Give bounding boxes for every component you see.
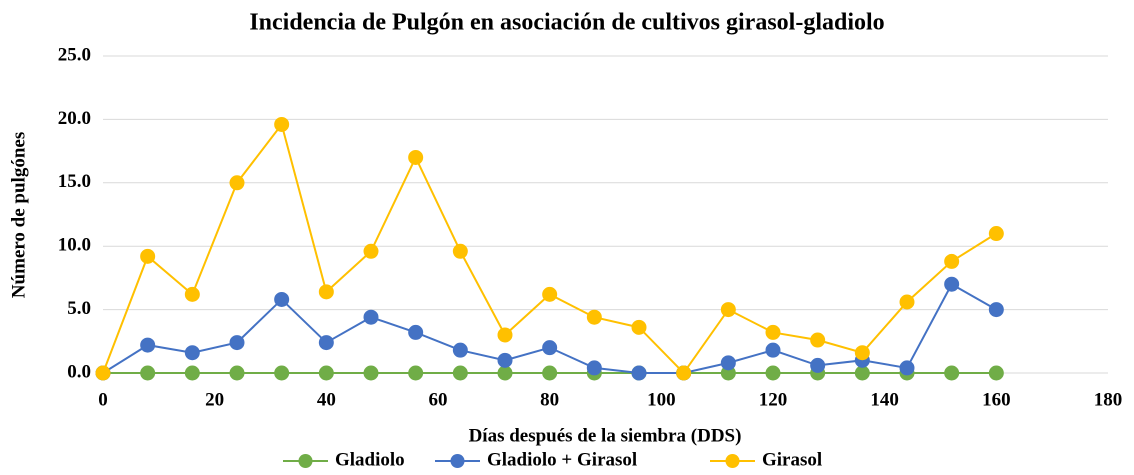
data-point [184, 365, 200, 381]
data-point [95, 365, 111, 381]
legend-label: Gladiolo + Girasol [487, 449, 637, 470]
data-point [497, 352, 513, 368]
data-point [631, 319, 647, 335]
data-point [229, 175, 245, 191]
data-point [899, 294, 915, 310]
data-point [363, 365, 379, 381]
y-tick-label: 0.0 [67, 361, 91, 382]
data-point [944, 253, 960, 269]
data-point [944, 365, 960, 381]
y-tick-label: 25.0 [58, 44, 91, 65]
chart-title: Incidencia de Pulgón en asociación de cu… [249, 10, 884, 36]
x-tick-label: 180 [1094, 389, 1123, 410]
x-tick-label: 100 [647, 389, 676, 410]
data-point [184, 345, 200, 361]
data-point [720, 302, 736, 318]
legend-marker [450, 454, 465, 468]
data-point [274, 116, 290, 132]
data-point [274, 365, 290, 381]
data-point [140, 365, 156, 381]
data-point [542, 286, 558, 302]
x-tick-label: 40 [317, 389, 336, 410]
y-tick-label: 10.0 [58, 235, 91, 256]
data-point [318, 284, 334, 300]
data-point [408, 324, 424, 340]
data-point [229, 335, 245, 351]
data-point [363, 309, 379, 325]
data-point [140, 248, 156, 264]
x-tick-label: 80 [540, 389, 559, 410]
x-tick-label: 160 [982, 389, 1011, 410]
data-point [318, 335, 334, 351]
x-tick-label: 140 [870, 389, 899, 410]
data-point [810, 332, 826, 348]
data-point [586, 309, 602, 325]
data-point [452, 243, 468, 259]
data-point [452, 342, 468, 358]
data-point [720, 355, 736, 371]
legend-label: Gladiolo [335, 449, 405, 470]
data-point [497, 327, 513, 343]
y-tick-label: 5.0 [67, 298, 91, 319]
data-point [765, 365, 781, 381]
y-tick-label: 20.0 [58, 108, 91, 129]
data-point [542, 340, 558, 356]
x-tick-label: 20 [205, 389, 224, 410]
data-point [452, 365, 468, 381]
data-point [497, 365, 513, 381]
data-point [184, 286, 200, 302]
data-point [988, 302, 1004, 318]
legend-marker [298, 454, 313, 468]
legend-marker [725, 454, 740, 468]
data-point [363, 243, 379, 259]
x-tick-label: 120 [759, 389, 788, 410]
y-axis-title: Número de pulgónes [8, 132, 29, 298]
x-tick-label: 0 [98, 389, 108, 410]
data-point [586, 360, 602, 376]
data-point [854, 345, 870, 361]
data-point [854, 365, 870, 381]
data-point [810, 357, 826, 373]
data-point [140, 337, 156, 353]
data-point [765, 324, 781, 340]
data-point [229, 365, 245, 381]
data-point [542, 365, 558, 381]
y-tick-label: 15.0 [58, 171, 91, 192]
data-point [274, 291, 290, 307]
data-point [631, 365, 647, 381]
data-point [765, 342, 781, 358]
data-point [988, 365, 1004, 381]
data-point [408, 149, 424, 165]
data-point [676, 365, 692, 381]
x-tick-label: 60 [429, 389, 448, 410]
data-point [318, 365, 334, 381]
data-point [899, 360, 915, 376]
data-point [988, 226, 1004, 242]
data-point [408, 365, 424, 381]
x-axis-title: Días después de la siembra (DDS) [469, 425, 742, 446]
legend-label: Girasol [762, 449, 822, 470]
data-point [944, 276, 960, 292]
